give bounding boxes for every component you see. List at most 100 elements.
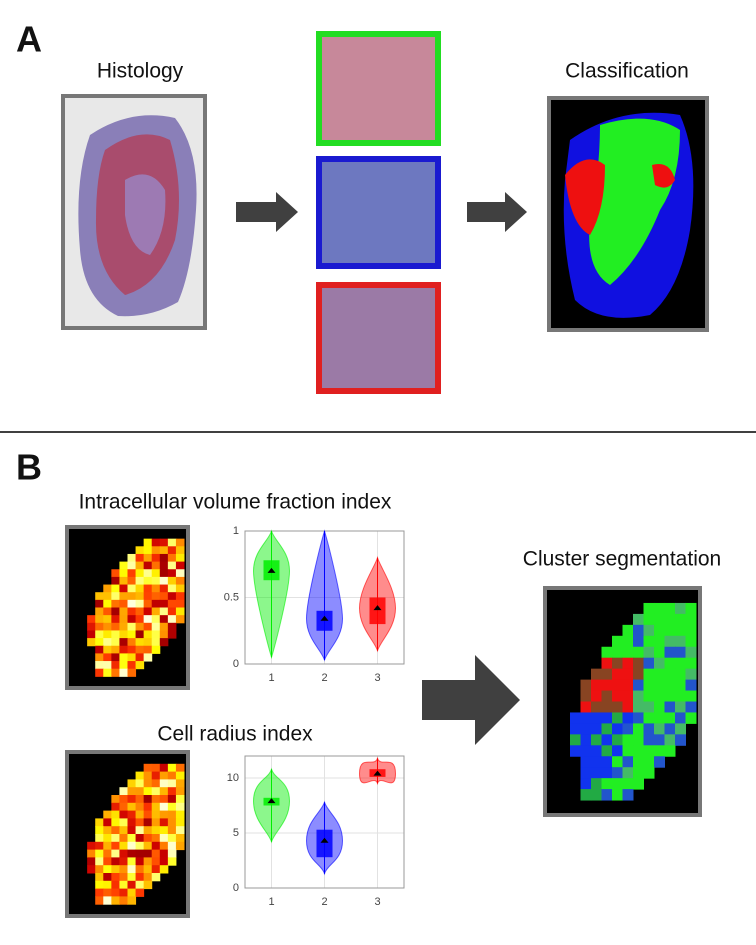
tissue-tile xyxy=(316,156,441,269)
map-pixel xyxy=(151,607,161,616)
map-pixel xyxy=(654,701,665,713)
map-pixel xyxy=(135,880,145,890)
map-pixel xyxy=(570,734,581,746)
map-pixel xyxy=(127,668,137,677)
map-pixel xyxy=(127,645,137,654)
map-pixel xyxy=(127,834,137,843)
map-pixel xyxy=(95,668,104,677)
map-pixel xyxy=(675,723,686,735)
map-image xyxy=(543,586,702,817)
map-pixel xyxy=(111,802,120,812)
map-pixel xyxy=(159,622,169,631)
map-pixel xyxy=(135,622,145,631)
map-pixel xyxy=(103,607,112,616)
map-pixel xyxy=(591,690,602,702)
map-pixel xyxy=(675,734,686,746)
map-pixel xyxy=(654,668,665,681)
map-pixel xyxy=(175,607,185,616)
map-pixel xyxy=(580,679,592,692)
map-pixel xyxy=(580,789,592,801)
map-pixel xyxy=(151,779,161,788)
map-pixel xyxy=(654,690,665,702)
map-pixel xyxy=(612,756,623,768)
map-pixel xyxy=(633,712,644,724)
map-pixel xyxy=(654,602,665,615)
map-pixel xyxy=(111,576,120,586)
map-pixel xyxy=(175,599,185,608)
map-pixel xyxy=(570,723,581,735)
map-pixel xyxy=(151,645,161,654)
map-pixel xyxy=(119,607,128,616)
map-pixel xyxy=(675,646,686,659)
map-pixel xyxy=(143,622,153,631)
map-pixel xyxy=(127,841,137,851)
map-pixel xyxy=(127,592,137,601)
map-pixel xyxy=(87,630,96,639)
map-pixel xyxy=(685,690,697,702)
map-pixel xyxy=(580,767,592,779)
map-pixel xyxy=(664,635,676,648)
map-pixel xyxy=(151,546,161,555)
map-pixel xyxy=(664,624,676,637)
arrow xyxy=(236,192,298,232)
map-pixel xyxy=(664,723,676,735)
map-pixel xyxy=(580,701,592,713)
map-pixel xyxy=(643,712,655,724)
map-pixel xyxy=(143,880,153,890)
map-pixel xyxy=(159,607,169,616)
map-pixel xyxy=(111,841,120,851)
map-pixel xyxy=(111,849,120,858)
map-pixel xyxy=(167,561,177,570)
map-pixel xyxy=(95,857,104,866)
map-pixel xyxy=(612,701,623,713)
map-pixel xyxy=(664,668,676,681)
map-pixel xyxy=(127,795,137,804)
map-pixel xyxy=(612,657,623,670)
map-pixel xyxy=(175,546,185,555)
map-pixel xyxy=(111,888,120,897)
map-pixel xyxy=(119,668,128,677)
map-pixel xyxy=(119,818,128,827)
map-pixel xyxy=(111,810,120,819)
map-pixel xyxy=(622,745,634,757)
map-pixel xyxy=(111,630,120,639)
map-pixel xyxy=(119,857,128,866)
map-pixel xyxy=(103,873,112,882)
map-pixel xyxy=(119,645,128,654)
map-pixel xyxy=(159,771,169,780)
map-pixel xyxy=(633,690,644,702)
map-pixel xyxy=(570,745,581,757)
median-marker xyxy=(267,798,276,804)
map-pixel xyxy=(654,657,665,670)
map-pixel xyxy=(143,849,153,858)
map-pixel xyxy=(654,712,665,724)
map-pixel xyxy=(159,779,169,788)
map-pixel xyxy=(151,826,161,835)
map-pixel xyxy=(111,653,120,662)
map-pixel xyxy=(111,834,120,843)
map-pixel xyxy=(633,723,644,735)
map-pixel xyxy=(135,888,145,897)
map-pixel xyxy=(143,826,153,835)
map-pixel xyxy=(175,763,185,773)
map-pixel xyxy=(143,873,153,882)
map-pixel xyxy=(143,630,153,639)
map-pixel xyxy=(675,602,686,615)
map-pixel xyxy=(685,657,697,670)
map-pixel xyxy=(151,810,161,819)
map-pixel xyxy=(654,745,665,757)
map-pixel xyxy=(87,622,96,631)
map-pixel xyxy=(612,635,623,648)
map-pixel xyxy=(664,646,676,659)
map-pixel xyxy=(103,630,112,639)
map-pixel xyxy=(159,795,169,804)
map-pixel xyxy=(135,615,145,624)
map-pixel xyxy=(175,818,185,827)
map-pixel xyxy=(159,802,169,812)
map-pixel xyxy=(127,802,137,812)
map-pixel xyxy=(135,802,145,812)
map-pixel xyxy=(175,779,185,788)
map-pixel xyxy=(143,841,153,851)
map-pixel xyxy=(151,615,161,624)
